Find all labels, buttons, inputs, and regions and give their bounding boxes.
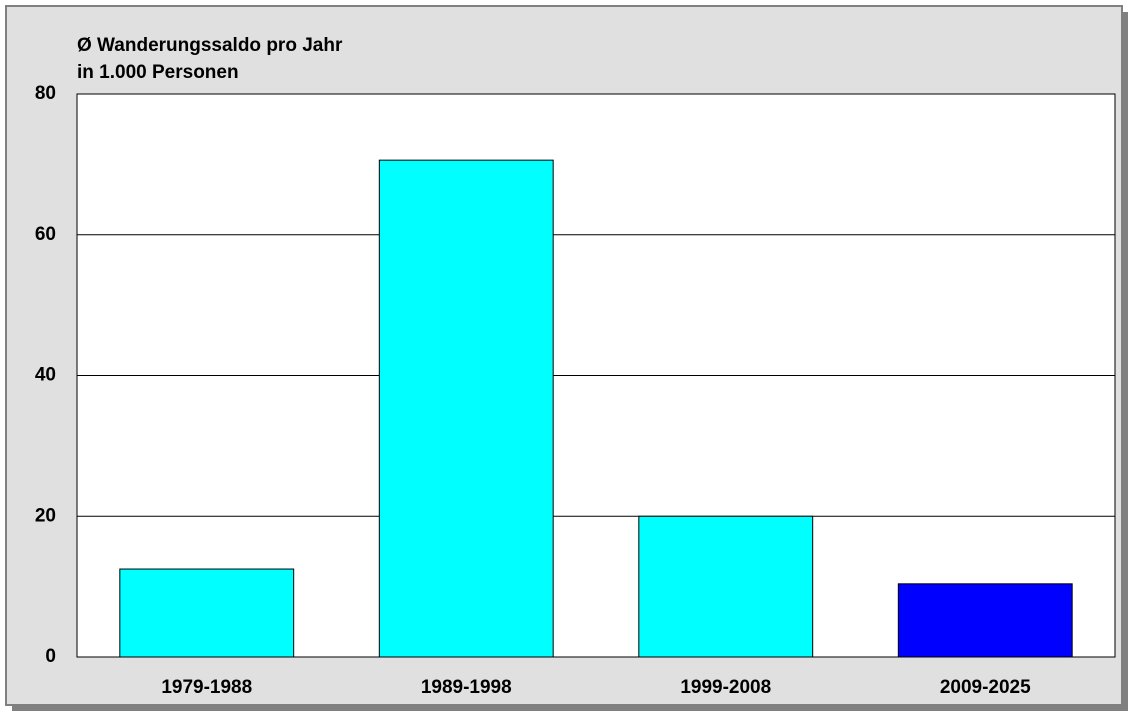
chart-subtitle: in 1.000 Personen [77,62,239,83]
x-tick-label: 1979-1988 [161,677,252,698]
y-tick-label: 80 [35,83,56,104]
x-tick-label: 2009-2025 [940,677,1031,698]
y-tick-label: 0 [45,646,56,667]
y-tick-label: 20 [35,505,56,526]
x-tick-label: 1999-2008 [680,677,771,698]
y-tick-label: 40 [35,365,56,386]
y-tick-label: 60 [35,224,56,245]
bar [119,568,295,658]
bar [638,515,814,658]
x-tick-label: 1989-1998 [421,677,512,698]
bar [378,159,554,658]
bar [897,583,1073,658]
chart-title: Ø Wanderungssaldo pro Jahr [77,35,343,56]
